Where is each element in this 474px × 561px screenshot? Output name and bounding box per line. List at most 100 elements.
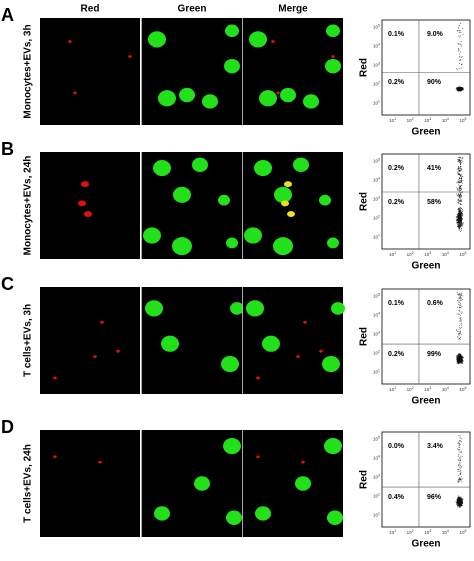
event-dot — [459, 63, 460, 64]
event-dot — [458, 504, 460, 506]
event-dot — [458, 166, 459, 168]
y-tick-label: 104 — [373, 177, 380, 183]
event-dot — [462, 299, 463, 300]
event-dot — [458, 169, 459, 171]
event-dot — [457, 202, 459, 203]
event-dot — [458, 43, 460, 45]
event-dot — [458, 361, 460, 362]
event-dot — [460, 220, 462, 221]
event-dot — [460, 355, 462, 356]
event-dot — [456, 88, 458, 90]
event-dot — [458, 299, 460, 301]
event-dot — [461, 169, 463, 171]
event-dot — [459, 451, 461, 453]
event-dot — [459, 86, 461, 88]
event-dot — [462, 363, 464, 364]
tick-base: 10 — [373, 475, 379, 480]
event-dot — [459, 187, 461, 189]
event-dot — [456, 330, 458, 332]
green-cell — [179, 87, 195, 103]
event-dot — [460, 357, 461, 358]
event-dot — [460, 320, 461, 322]
event-dot — [458, 459, 459, 461]
event-dot — [460, 163, 462, 164]
event-dot — [458, 208, 460, 209]
event-dot — [460, 203, 462, 205]
event-dot — [462, 505, 463, 506]
quadrant-percent: 41% — [427, 165, 442, 172]
event-dot — [459, 170, 460, 171]
event-dot — [459, 178, 460, 180]
tick-exponent: 3 — [429, 251, 431, 255]
event-dot — [459, 359, 461, 361]
event-dot — [462, 211, 463, 212]
event-dot — [458, 361, 460, 363]
event-dot — [460, 311, 462, 313]
event-dot — [460, 204, 461, 205]
event-dot — [459, 90, 461, 91]
x-tick-label: 101 — [389, 117, 396, 123]
event-dot — [459, 221, 461, 223]
x-tick-label: 104 — [442, 529, 449, 535]
event-dot — [457, 293, 458, 295]
red-spot — [78, 200, 86, 207]
x-tick-label: 104 — [442, 251, 449, 257]
event-dot — [462, 295, 464, 297]
event-dot — [459, 499, 461, 500]
event-dot — [459, 182, 460, 184]
event-dot — [460, 221, 462, 223]
event-dot — [458, 477, 460, 479]
x-tick-label: 105 — [459, 386, 466, 392]
event-dot — [458, 182, 459, 184]
event-dot — [458, 358, 460, 360]
event-dot — [457, 357, 459, 359]
x-tick-label: 103 — [424, 386, 431, 392]
event-dot — [456, 499, 458, 501]
event-dot — [457, 469, 459, 471]
event-dot — [460, 500, 462, 502]
event-dot — [459, 462, 461, 464]
event-dot — [459, 196, 460, 198]
event-dot — [459, 219, 460, 221]
event-dot — [460, 213, 462, 214]
event-dot — [457, 359, 458, 361]
red-spot — [128, 55, 132, 58]
event-dot — [457, 171, 459, 173]
event-dot — [462, 223, 463, 225]
event-dot — [458, 215, 460, 216]
event-dot — [462, 356, 463, 358]
event-dot — [458, 225, 460, 226]
event-dot — [457, 362, 458, 364]
event-dot — [460, 196, 462, 198]
event-dot — [458, 497, 460, 499]
quadrant-percent: 99% — [427, 351, 442, 358]
event-dot — [462, 360, 463, 361]
event-dot — [460, 441, 462, 442]
event-dot — [459, 358, 460, 360]
event-dot — [458, 450, 460, 452]
event-dot — [460, 501, 462, 503]
event-dot — [457, 361, 458, 362]
event-dot — [459, 168, 461, 170]
tick-exponent: 1 — [394, 251, 396, 255]
red-spot — [271, 40, 275, 43]
event-dot — [458, 454, 460, 456]
event-dot — [458, 173, 460, 175]
x-axis-label: Green — [412, 396, 441, 407]
event-dot — [461, 358, 462, 360]
event-dot — [460, 358, 461, 360]
event-dot — [458, 502, 460, 503]
event-dot — [460, 182, 462, 184]
event-dot — [458, 449, 460, 450]
event-dot — [456, 500, 458, 502]
event-dot — [458, 201, 459, 203]
event-dot — [460, 223, 461, 225]
event-dot — [458, 357, 460, 359]
x-tick-label: 104 — [442, 386, 449, 392]
event-dot — [459, 222, 461, 223]
event-dot — [459, 501, 460, 503]
green-cell — [280, 87, 296, 103]
x-tick-label: 102 — [407, 386, 414, 392]
event-dot — [457, 90, 459, 92]
event-dot — [458, 435, 460, 436]
